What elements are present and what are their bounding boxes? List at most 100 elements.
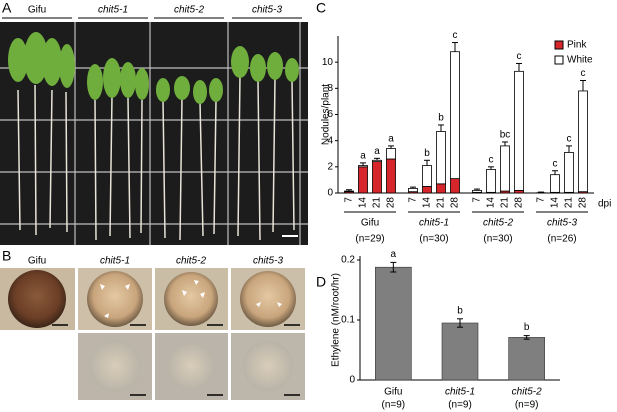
legend-label: White (567, 55, 593, 66)
bar-segment (422, 165, 432, 187)
x-tick-label: 14 (550, 197, 561, 209)
bar (508, 337, 545, 381)
x-tick-label: 14 (422, 197, 433, 209)
legend-swatch (554, 55, 564, 65)
significance-letter: a (391, 249, 397, 260)
group-label: chit5-1 (419, 218, 449, 229)
group-label: chit5-2 (483, 218, 513, 229)
bar-segment (436, 131, 446, 185)
nodule (8, 270, 66, 328)
x-tick-label: 28 (450, 197, 461, 209)
x-tick-note: (n=9) (382, 400, 406, 411)
x-tick-label: 7 (536, 197, 547, 203)
y-tick-label: 2 (327, 161, 333, 172)
bar-segment (372, 159, 382, 163)
significance-letter: b (524, 322, 530, 333)
y-tick-label: 6 (327, 109, 333, 120)
x-tick-label: chit5-2 (512, 387, 542, 398)
x-tick-label: 21 (500, 197, 511, 209)
x-tick-label: 7 (472, 197, 483, 203)
x-tick-label: 28 (514, 197, 525, 209)
bar-segment (564, 152, 574, 193)
y-tick-label: 0.2 (341, 255, 355, 266)
panel-letter: B (2, 248, 11, 264)
group-n: (n=30) (483, 234, 512, 245)
bar (441, 322, 479, 381)
group-label: chit5-3 (547, 218, 577, 229)
x-tick-label: 7 (344, 197, 355, 203)
y-tick-label: 0 (349, 375, 355, 386)
section (89, 340, 141, 392)
legend-swatch (554, 40, 564, 50)
significance-letter: b (424, 148, 430, 159)
photo-label: chit5-1 (98, 5, 128, 16)
scale-bars (52, 324, 300, 396)
x-tick-label: 14 (358, 197, 369, 209)
roots (17, 74, 295, 241)
x-tick-label: 7 (408, 197, 419, 203)
bar-segment (386, 148, 396, 160)
x-tick-label: 21 (436, 197, 447, 209)
significance-letter: c (517, 51, 522, 62)
y-tick-label: 10 (322, 57, 334, 68)
panel-letter: D (316, 274, 326, 290)
significance-letter: c (567, 134, 572, 145)
significance-letter: bc (500, 130, 511, 141)
significance-letter: c (553, 158, 558, 169)
group-n: (n=29) (355, 234, 384, 245)
panel-letter: A (2, 0, 12, 16)
photo-b (0, 268, 305, 400)
group-n: (n=30) (419, 234, 448, 245)
bar-segment (472, 189, 482, 193)
nodule (87, 271, 143, 327)
photo-label: Gifu (28, 256, 46, 267)
bar-segment (358, 165, 368, 168)
bar-segment (386, 158, 396, 194)
x-tick-label: 21 (564, 197, 575, 209)
bar-segment (550, 174, 560, 193)
arrowheads (100, 280, 282, 318)
bar (375, 266, 412, 381)
bar-segment (422, 186, 432, 194)
bar-segment (514, 70, 524, 191)
significance-letter: c (489, 154, 494, 165)
x-tick-label: chit5-1 (445, 387, 475, 398)
y-axis-label: Nodules/plant (321, 84, 332, 145)
legend-label: Pink (567, 40, 587, 51)
bar-segment (408, 188, 418, 193)
x-tick-label: 28 (386, 197, 397, 209)
photo-a (0, 22, 308, 245)
significance-letter: a (388, 134, 394, 145)
x-tick-note: (n=9) (448, 400, 472, 411)
bar-segment (500, 145, 510, 192)
y-tick-label: 4 (327, 135, 333, 146)
photo-label: chit5-3 (253, 256, 283, 267)
x-tick-label: 21 (372, 197, 383, 209)
bar-segment (436, 183, 446, 194)
photo-label: chit5-2 (174, 5, 204, 16)
y-tick-label: 0.1 (341, 315, 355, 326)
x-tick-label: Gifu (384, 387, 402, 398)
bar-segment (372, 161, 382, 194)
x-tick-label: 28 (578, 197, 589, 209)
photo-label: chit5-2 (176, 256, 206, 267)
bar-segment (486, 169, 496, 193)
panel-letter: C (316, 0, 326, 16)
significance-letter: c (581, 68, 586, 79)
section (167, 342, 215, 390)
bar-segment (450, 178, 460, 194)
significance-letter: b (457, 305, 463, 316)
y-tick-label: 0 (327, 188, 333, 199)
nodule (240, 271, 296, 327)
group-label: Gifu (361, 218, 379, 229)
significance-letter: c (453, 30, 458, 41)
bar-segment (450, 51, 460, 180)
significance-letter: a (374, 146, 380, 157)
x-unit: dpi (598, 199, 611, 210)
bar-segment (578, 90, 588, 193)
shoots (8, 32, 299, 104)
photo-label: Gifu (28, 5, 46, 16)
significance-letter: b (438, 113, 444, 124)
